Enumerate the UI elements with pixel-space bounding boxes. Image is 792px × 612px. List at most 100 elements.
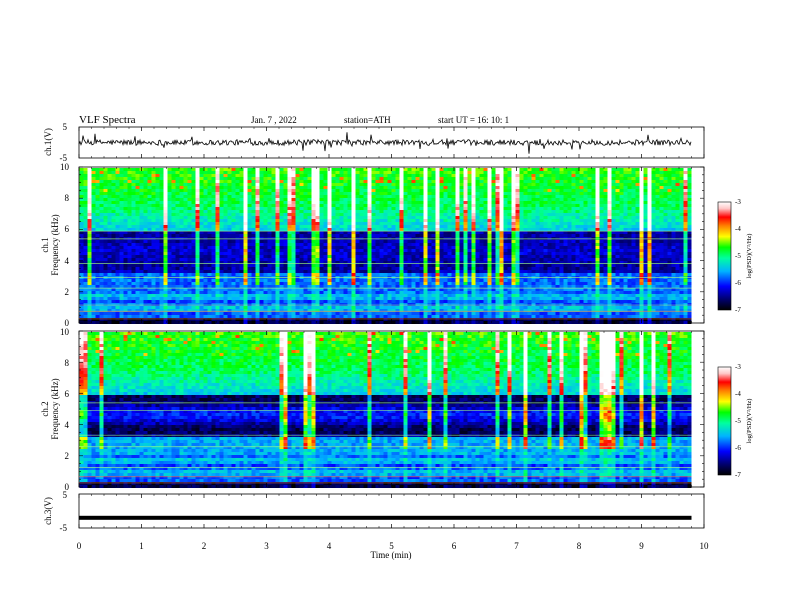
spectrogram-cell (639, 252, 644, 255)
spectrogram-cell (599, 228, 604, 231)
spectrogram-cell (135, 252, 140, 255)
spectrogram-cell (687, 249, 692, 252)
spectrogram-cell (367, 219, 372, 222)
spectrogram-cell (575, 258, 580, 261)
spectrogram-cell (639, 180, 644, 183)
spectrogram-cell (199, 180, 204, 183)
spectrogram-cell (283, 216, 288, 219)
spectrogram-cell (675, 171, 680, 174)
spectrogram-cell (463, 219, 468, 222)
spectrogram-cell (311, 186, 316, 189)
spectrogram-cell (263, 192, 268, 195)
spectrogram-cell (411, 240, 416, 243)
spectrogram-cell (111, 201, 116, 204)
spectrogram-cell (191, 225, 196, 228)
spectrogram-cell (587, 258, 592, 261)
spectrogram-cell (159, 243, 164, 246)
spectrogram-cell (571, 231, 576, 234)
spectrogram-cell (519, 201, 524, 204)
spectrogram-cell (627, 189, 632, 192)
spectrogram-cell (283, 189, 288, 192)
spectrogram-cell (627, 213, 632, 216)
spectrogram-cell (399, 258, 404, 261)
spectrogram-cell (163, 186, 168, 189)
spectrogram-cell (147, 180, 152, 183)
spectrogram-cell (135, 210, 140, 213)
spectrogram-cell (611, 177, 616, 180)
spectrogram-cell (311, 189, 316, 192)
spectrogram-cell (419, 207, 424, 210)
spectrogram-cell (615, 186, 620, 189)
spectrogram-cell (635, 213, 640, 216)
spectrogram-cell (499, 219, 504, 222)
spectrogram-cell (503, 234, 508, 237)
spectrogram-cell (95, 168, 100, 171)
spectrogram-cell (291, 204, 296, 207)
spectrogram-cell (139, 219, 144, 222)
spectrogram-cell (655, 255, 660, 258)
spectrogram-cell (295, 261, 300, 264)
spectrogram-cell (387, 252, 392, 255)
spectrogram-cell (479, 174, 484, 177)
spectrogram-cell (599, 222, 604, 225)
spectrogram-cell (219, 189, 224, 192)
spectrogram-cell (475, 201, 480, 204)
spectrogram-cell (151, 222, 156, 225)
spectrogram-cell (543, 231, 548, 234)
spectrogram-cell (231, 234, 236, 237)
spectrogram-cell (267, 213, 272, 216)
spectrogram-cell (127, 249, 132, 252)
spectrogram-cell (523, 204, 528, 207)
spectrogram-cell (79, 189, 84, 192)
spectrogram-cell (243, 204, 248, 207)
spectrogram-cell (115, 243, 120, 246)
spectrogram-cell (271, 252, 276, 255)
spectrogram-cell (167, 252, 172, 255)
spectrogram-cell (163, 183, 168, 186)
spectrogram-cell (427, 225, 432, 228)
spectrogram-cell (471, 183, 476, 186)
spectrogram-cell (275, 222, 280, 225)
spectrogram-cell (375, 192, 380, 195)
spectrogram-cell (583, 210, 588, 213)
spectrogram-cell (239, 246, 244, 249)
spectrogram-cell (99, 261, 104, 264)
spectrogram-cell (407, 207, 412, 210)
spectrogram-cell (415, 189, 420, 192)
spectrogram-cell (543, 168, 548, 171)
spectrogram-cell (535, 180, 540, 183)
spectrogram-cell (99, 222, 104, 225)
spectrogram-cell (643, 249, 648, 252)
spectrogram-cell (151, 195, 156, 198)
spectrogram-cell (363, 171, 368, 174)
spectrogram-cell (151, 246, 156, 249)
spectrogram-cell (111, 198, 116, 201)
spectrogram-cell (323, 213, 328, 216)
spectrogram-cell (215, 204, 220, 207)
spectrogram-cell (267, 183, 272, 186)
spectrogram-cell (307, 222, 312, 225)
spectrogram-cell (491, 210, 496, 213)
spectrogram-cell (335, 180, 340, 183)
spectrogram-cell (175, 201, 180, 204)
spectrogram-cell (595, 243, 600, 246)
spectrogram-cell (491, 243, 496, 246)
spectrogram-cell (639, 240, 644, 243)
spectrogram-cell (587, 186, 592, 189)
spectrogram-cell (303, 249, 308, 252)
spectrogram-cell (599, 261, 604, 264)
spectrogram-cell (343, 225, 348, 228)
spectrogram-cell (515, 201, 520, 204)
spectrogram-cell (547, 171, 552, 174)
spectrogram-cell (651, 246, 656, 249)
spectrogram-cell (659, 234, 664, 237)
spectrogram-cell (407, 198, 412, 201)
spectrogram-cell (327, 198, 332, 201)
spectrogram-cell (143, 201, 148, 204)
spectrogram-cell (623, 255, 628, 258)
spectrogram-cell (335, 240, 340, 243)
spectrogram-cell (215, 213, 220, 216)
spectrogram-cell (291, 174, 296, 177)
spectrogram-cell (147, 210, 152, 213)
spectrogram-cell (531, 189, 536, 192)
